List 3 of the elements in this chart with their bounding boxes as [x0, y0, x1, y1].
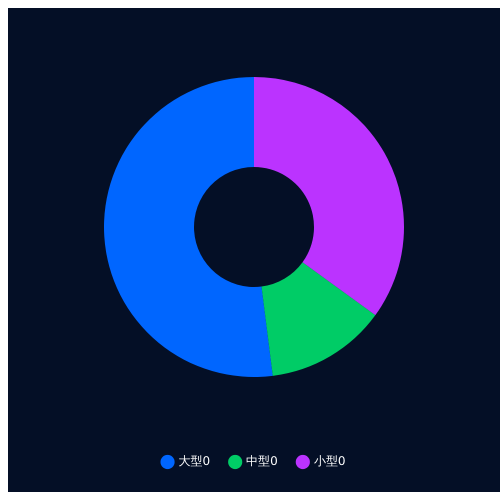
- legend-label: 大型0: [178, 454, 210, 468]
- legend-label: 中型0: [246, 454, 278, 468]
- legend-label: 小型0: [314, 454, 346, 468]
